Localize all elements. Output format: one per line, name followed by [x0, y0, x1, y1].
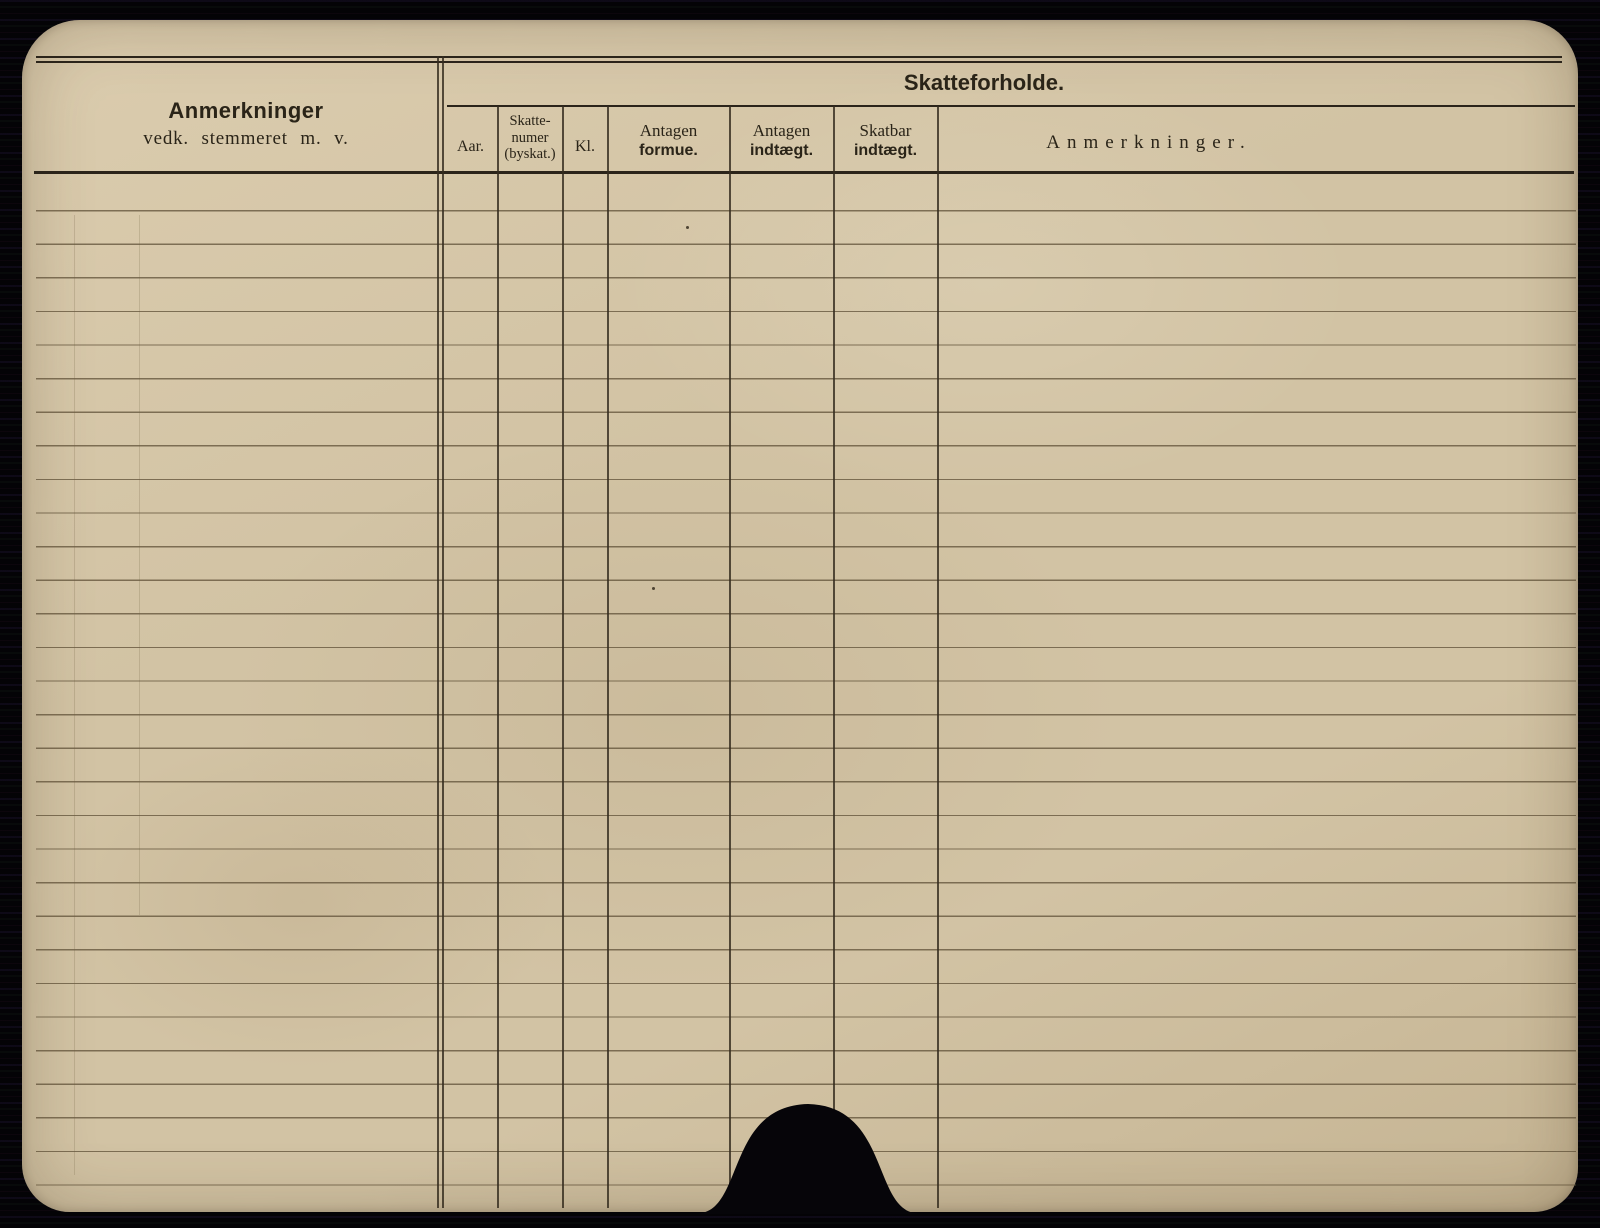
left-header: Anmerkninger vedk. stemmeret m. v.	[50, 99, 442, 150]
ruled-rows-area	[36, 210, 1576, 1188]
header-bottom-rule	[34, 171, 1574, 174]
paper-crease	[74, 215, 75, 1175]
paper-crease	[139, 215, 140, 915]
column-header-antagen-formue: Antagen formue.	[639, 121, 698, 159]
column-header-kl: Kl.	[563, 108, 607, 178]
column-header-antagen-indtaegt: Antagen indtægt.	[749, 121, 814, 159]
left-section-divider-a	[437, 56, 439, 1208]
column-header-anmerkninger: Anmerkninger.	[938, 108, 1576, 170]
column-header-anmerkninger-label: Anmerkninger.	[1046, 132, 1252, 153]
column-header-aar-label: Aar.	[456, 138, 485, 155]
left-header-subtitle: vedk. stemmeret m. v.	[143, 128, 349, 149]
top-rule-lower	[36, 61, 1562, 63]
column-header-kl-label: Kl.	[575, 138, 595, 155]
paper-speck	[686, 226, 689, 229]
column-divider-aar	[497, 106, 499, 1208]
thumb-notch	[692, 1104, 924, 1214]
column-divider-skattenumer	[562, 106, 564, 1208]
subheader-rule	[447, 105, 1575, 107]
section-header-skatteforholde: Skatteforholde.	[903, 70, 1065, 95]
column-header-skattenumer: Skatte- numer (byskat.)	[504, 113, 556, 162]
paper-speck	[652, 587, 655, 590]
column-divider-kl	[607, 106, 609, 1208]
index-card: Anmerkninger vedk. stemmeret m. v. Skatt…	[22, 20, 1578, 1214]
column-header-skatbar-indtaegt: Skatbar indtægt.	[853, 121, 918, 159]
left-header-title: Anmerkninger	[168, 98, 324, 123]
column-divider-indtaegt	[833, 106, 835, 1208]
column-header-aar: Aar.	[444, 108, 497, 178]
column-divider-formue	[729, 106, 731, 1208]
top-rule-upper	[36, 56, 1562, 58]
column-divider-skatbar	[937, 106, 939, 1208]
left-section-divider-b	[442, 56, 444, 1208]
